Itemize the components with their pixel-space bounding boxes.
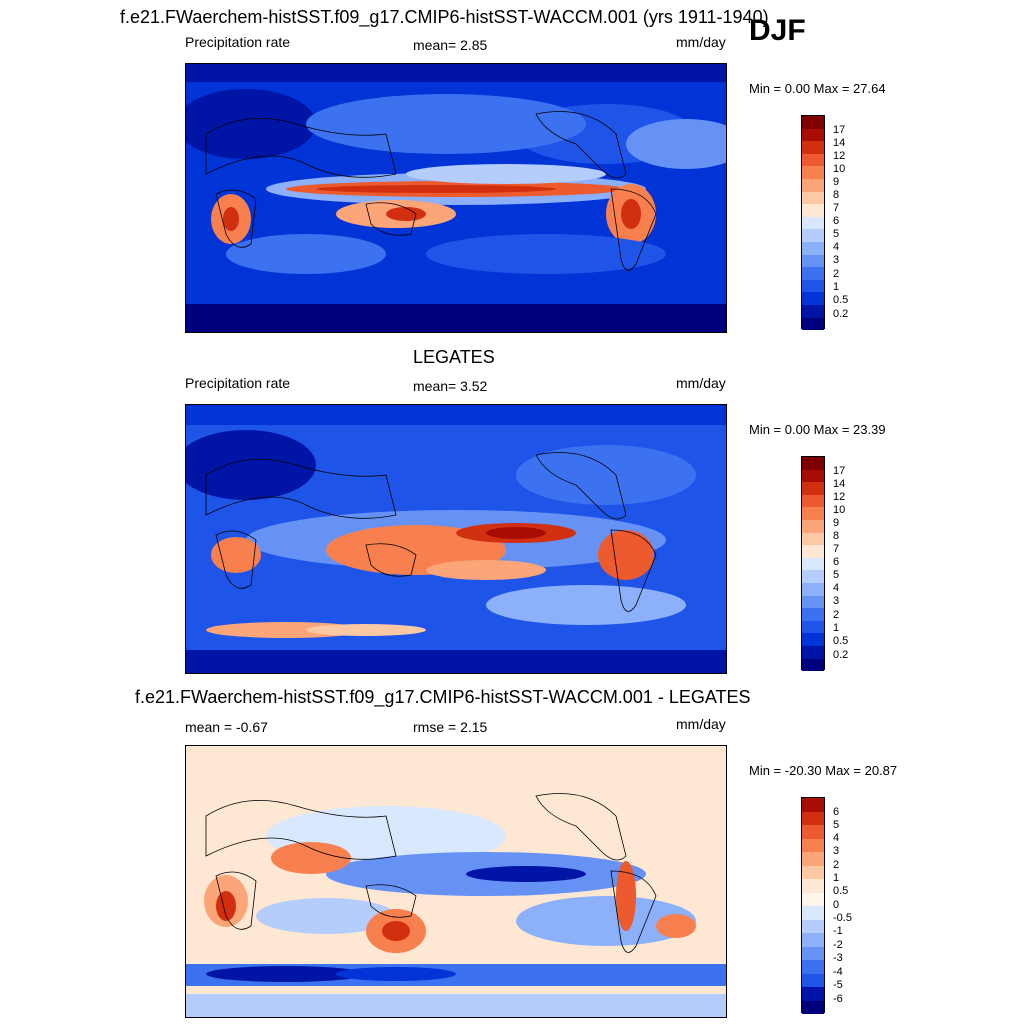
panel2-cbar-tick: 3 — [833, 595, 840, 607]
panel3-cbar-tick: 0.5 — [833, 885, 849, 897]
panel3-cbar-tick: 3 — [833, 845, 840, 857]
panel3-cbar-tick: -1 — [833, 925, 843, 937]
panel2-colorbar — [801, 456, 825, 672]
panel1-cbar-tick: 9 — [833, 176, 840, 188]
panel3-cbar-tick: 0 — [833, 899, 840, 911]
panel1-cbar-tick: 3 — [833, 254, 840, 266]
panel3-rmse: rmse = 2.15 — [413, 719, 488, 735]
panel2-cbar-tick: 4 — [833, 582, 840, 594]
panel2-mean: mean= 3.52 — [413, 378, 488, 394]
panel1-cbar-tick: 7 — [833, 202, 840, 214]
panel1-mean: mean= 2.85 — [413, 37, 488, 53]
panel3-cbar-tick: 1 — [833, 872, 840, 884]
panel3-cbar-tick: -5 — [833, 979, 843, 991]
panel3-map — [185, 745, 727, 1018]
panel1-left-label: Precipitation rate — [185, 34, 291, 50]
panel2-cbar-tick: 9 — [833, 517, 840, 529]
panel3-cbar-tick: -0.5 — [833, 912, 852, 924]
panel1-cbar-tick: 14 — [833, 137, 846, 149]
panel3-cbar-tick: 6 — [833, 806, 840, 818]
panel3-title: f.e21.FWaerchem-histSST.f09_g17.CMIP6-hi… — [135, 687, 751, 707]
panel2-cbar-tick: 1 — [833, 622, 840, 634]
panel2-cbar-tick: 8 — [833, 530, 840, 542]
panel2-cbar-tick: 0.5 — [833, 635, 849, 647]
panel1-cbar-tick: 0.5 — [833, 294, 849, 306]
panel2-minmax: Min = 0.00 Max = 23.39 — [749, 422, 886, 437]
panel3-cbar-tick: -6 — [833, 993, 843, 1005]
panel2-left-label: Precipitation rate — [185, 375, 291, 391]
panel3-cbar-tick: -4 — [833, 966, 843, 978]
season-label: DJF — [749, 14, 806, 47]
panel3-cbar-tick: 5 — [833, 819, 840, 831]
panel1-cbar-tick: 17 — [833, 124, 846, 136]
panel1-cbar-tick: 0.2 — [833, 308, 849, 320]
panel1-cbar-tick: 4 — [833, 241, 840, 253]
panel2-cbar-tick: 2 — [833, 609, 840, 621]
panel3-mean: mean = -0.67 — [185, 719, 268, 735]
panel3-cbar-tick: -3 — [833, 952, 843, 964]
panel1-cbar-tick: 12 — [833, 150, 846, 162]
panel2-cbar-tick: 12 — [833, 491, 846, 503]
panel2-cbar-tick: 0.2 — [833, 649, 849, 661]
panel1-cbar-tick: 6 — [833, 215, 840, 227]
panel2-map — [185, 404, 727, 674]
panel2-cbar-tick: 14 — [833, 478, 846, 490]
panel2-title: LEGATES — [413, 347, 495, 367]
panel2-cbar-tick: 6 — [833, 556, 840, 568]
panel1-cbar-tick: 8 — [833, 189, 840, 201]
panel3-cbar-tick: 2 — [833, 859, 840, 871]
panel1-cbar-tick: 5 — [833, 228, 840, 240]
panel1-colorbar — [801, 115, 825, 331]
panel1-units: mm/day — [676, 34, 726, 50]
panel2-cbar-tick: 5 — [833, 569, 840, 581]
panel2-cbar-tick: 17 — [833, 465, 846, 477]
panel1-cbar-tick: 10 — [833, 163, 846, 175]
panel2-cbar-tick: 7 — [833, 543, 840, 555]
panel3-cbar-tick: 4 — [833, 832, 840, 844]
panel3-units: mm/day — [676, 716, 726, 732]
panel1-map — [185, 63, 727, 333]
panel3-cbar-tick: -2 — [833, 939, 843, 951]
panel1-title: f.e21.FWaerchem-histSST.f09_g17.CMIP6-hi… — [120, 7, 769, 27]
panel3-minmax: Min = -20.30 Max = 20.87 — [749, 763, 898, 778]
panel2-units: mm/day — [676, 375, 726, 391]
panel1-cbar-tick: 2 — [833, 268, 840, 280]
panel3-colorbar — [801, 797, 825, 1014]
panel1-minmax: Min = 0.00 Max = 27.64 — [749, 81, 886, 96]
panel2-cbar-tick: 10 — [833, 504, 846, 516]
panel1-cbar-tick: 1 — [833, 281, 840, 293]
